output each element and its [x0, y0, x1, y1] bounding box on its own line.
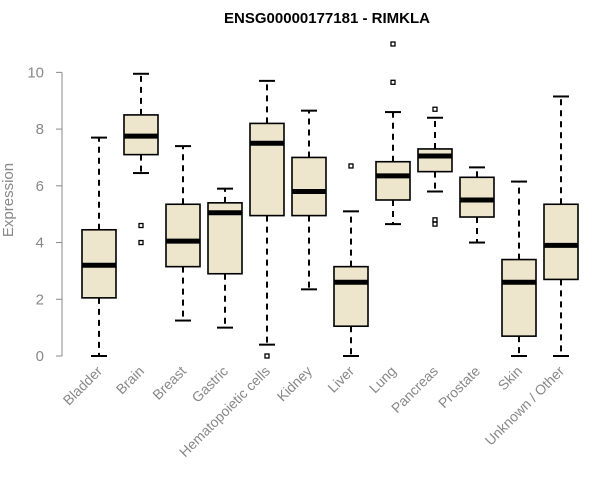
x-category-label: Lung [366, 363, 399, 396]
x-category-label: Liver [324, 363, 357, 396]
x-category-label: Prostate [435, 363, 483, 411]
iqr-box [501, 258, 537, 337]
outlier-point [432, 217, 438, 223]
box-group [543, 95, 579, 357]
box-group [333, 163, 369, 357]
chart-title: ENSG00000177181 - RIMKLA [224, 10, 430, 27]
iqr-box [375, 160, 411, 201]
y-tick-label: 4 [36, 235, 44, 252]
iqr-box [165, 203, 201, 268]
box-series [81, 41, 579, 359]
y-tick-label: 6 [36, 178, 44, 195]
y-tick-label: 2 [36, 291, 44, 308]
x-category-label: Unknown / Other [482, 363, 568, 449]
x-category-label: Kidney [274, 363, 316, 405]
outlier-point [390, 79, 396, 85]
iqr-box [417, 148, 453, 173]
y-tick-label: 10 [27, 64, 44, 81]
y-axis: 0 2 4 6 8 10 [27, 64, 63, 365]
box-group [501, 180, 537, 357]
box-group [207, 187, 243, 329]
iqr-box [333, 265, 369, 328]
box-group [417, 106, 453, 227]
x-category-label: Skin [495, 363, 526, 394]
y-tick-label: 8 [36, 121, 44, 138]
outlier-point [390, 41, 396, 47]
box-group [165, 145, 201, 322]
outlier-point [348, 163, 354, 169]
outlier-point [138, 239, 144, 246]
outlier-point [264, 353, 270, 359]
x-category-label: Brain [113, 363, 147, 397]
box-group [249, 79, 285, 359]
outlier-point [138, 222, 144, 229]
iqr-box [459, 176, 495, 218]
outlier-point [432, 106, 438, 112]
box-group [123, 72, 159, 246]
x-category-label: Bladder [60, 363, 106, 409]
box-group [81, 136, 117, 357]
box-group [375, 41, 411, 226]
box-group [459, 166, 495, 244]
y-tick-label: 0 [36, 348, 44, 365]
x-category-label: Pancreas [388, 363, 441, 416]
box-group [291, 109, 327, 291]
y-axis-label: Expression [0, 163, 17, 237]
outlier-point [432, 221, 438, 227]
x-category-label: Breast [149, 363, 189, 403]
iqr-box [291, 156, 327, 217]
iqr-box [249, 122, 285, 217]
iqr-box [543, 203, 579, 281]
